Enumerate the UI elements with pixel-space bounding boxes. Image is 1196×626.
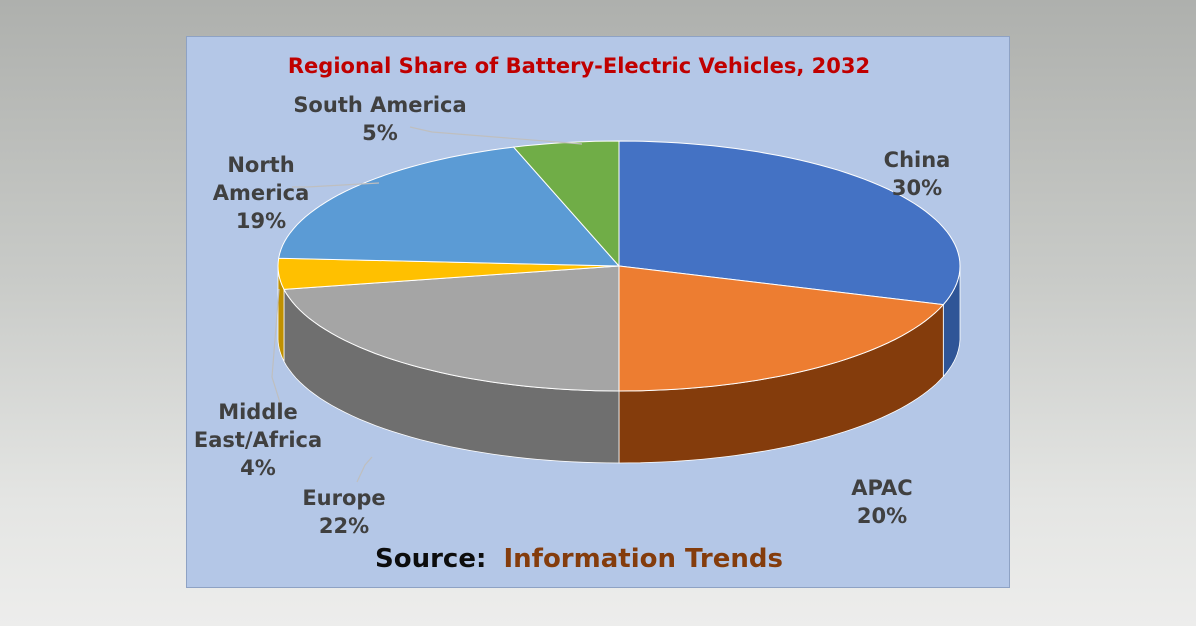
chart-panel: Regional Share of Battery-Electric Vehic… bbox=[186, 36, 1010, 588]
source-name: Information Trends bbox=[503, 544, 783, 574]
slice-apac bbox=[618, 265, 945, 392]
leader-lines bbox=[271, 126, 583, 483]
slice-china bbox=[618, 140, 961, 306]
slice-label-middle-east-africa: Middle East/Africa 4% bbox=[194, 400, 322, 480]
slice-label-apac: APAC 20% bbox=[851, 476, 912, 528]
slice-label-south-america: South America 5% bbox=[293, 93, 466, 145]
slice-middle-east-africa bbox=[277, 257, 620, 290]
pie-slices bbox=[277, 140, 961, 392]
slice-label-north-america: North America 19% bbox=[213, 153, 310, 233]
slice-labels: China 30% APAC 20% Europe 22% Middle East/Afric… bbox=[194, 93, 950, 538]
leader-line-middle-east-africa bbox=[271, 288, 283, 410]
pie-chart: Regional Share of Battery-Electric Vehic… bbox=[194, 54, 961, 574]
slice-label-europe: Europe 22% bbox=[302, 486, 385, 538]
chart-title: Regional Share of Battery-Electric Vehic… bbox=[288, 54, 870, 78]
source-prefix: Source: bbox=[375, 544, 486, 574]
slice-label-china: China 30% bbox=[884, 148, 951, 200]
source-line: Source: Information Trends bbox=[375, 544, 783, 574]
leader-line-north-america bbox=[292, 182, 380, 188]
leader-line-europe bbox=[356, 456, 373, 483]
slice-north-america bbox=[278, 146, 621, 267]
leader-line-south-america bbox=[409, 126, 583, 145]
slice-europe bbox=[283, 265, 620, 392]
